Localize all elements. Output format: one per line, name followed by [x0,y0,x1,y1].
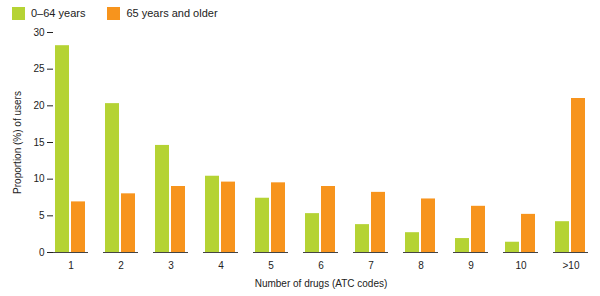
svg-text:>10: >10 [563,260,580,271]
html-text:0–64 years: 0–64 years [31,7,86,19]
svg-text:5: 5 [268,260,274,271]
svg-text:10: 10 [515,260,527,271]
svg-text:Proportion (%) of users: Proportion (%) of users [12,91,23,194]
svg-text:15: 15 [33,137,45,148]
svg-text:2: 2 [118,260,124,271]
svg-text:10: 10 [33,173,45,184]
svg-text:9: 9 [468,260,474,271]
svg-text:Number of drugs (ATC codes): Number of drugs (ATC codes) [255,278,388,289]
svg-text:30: 30 [33,27,45,38]
svg-text:7: 7 [368,260,374,271]
svg-text:0: 0 [39,247,45,258]
svg-text:5: 5 [39,210,45,221]
svg-text:1: 1 [68,260,74,271]
svg-text:4: 4 [218,260,224,271]
svg-text:25: 25 [33,63,45,74]
svg-text:6: 6 [318,260,324,271]
html-text:65 years and older: 65 years and older [126,7,218,19]
svg-text:8: 8 [418,260,424,271]
svg-text:3: 3 [168,260,174,271]
svg-text:20: 20 [33,100,45,111]
